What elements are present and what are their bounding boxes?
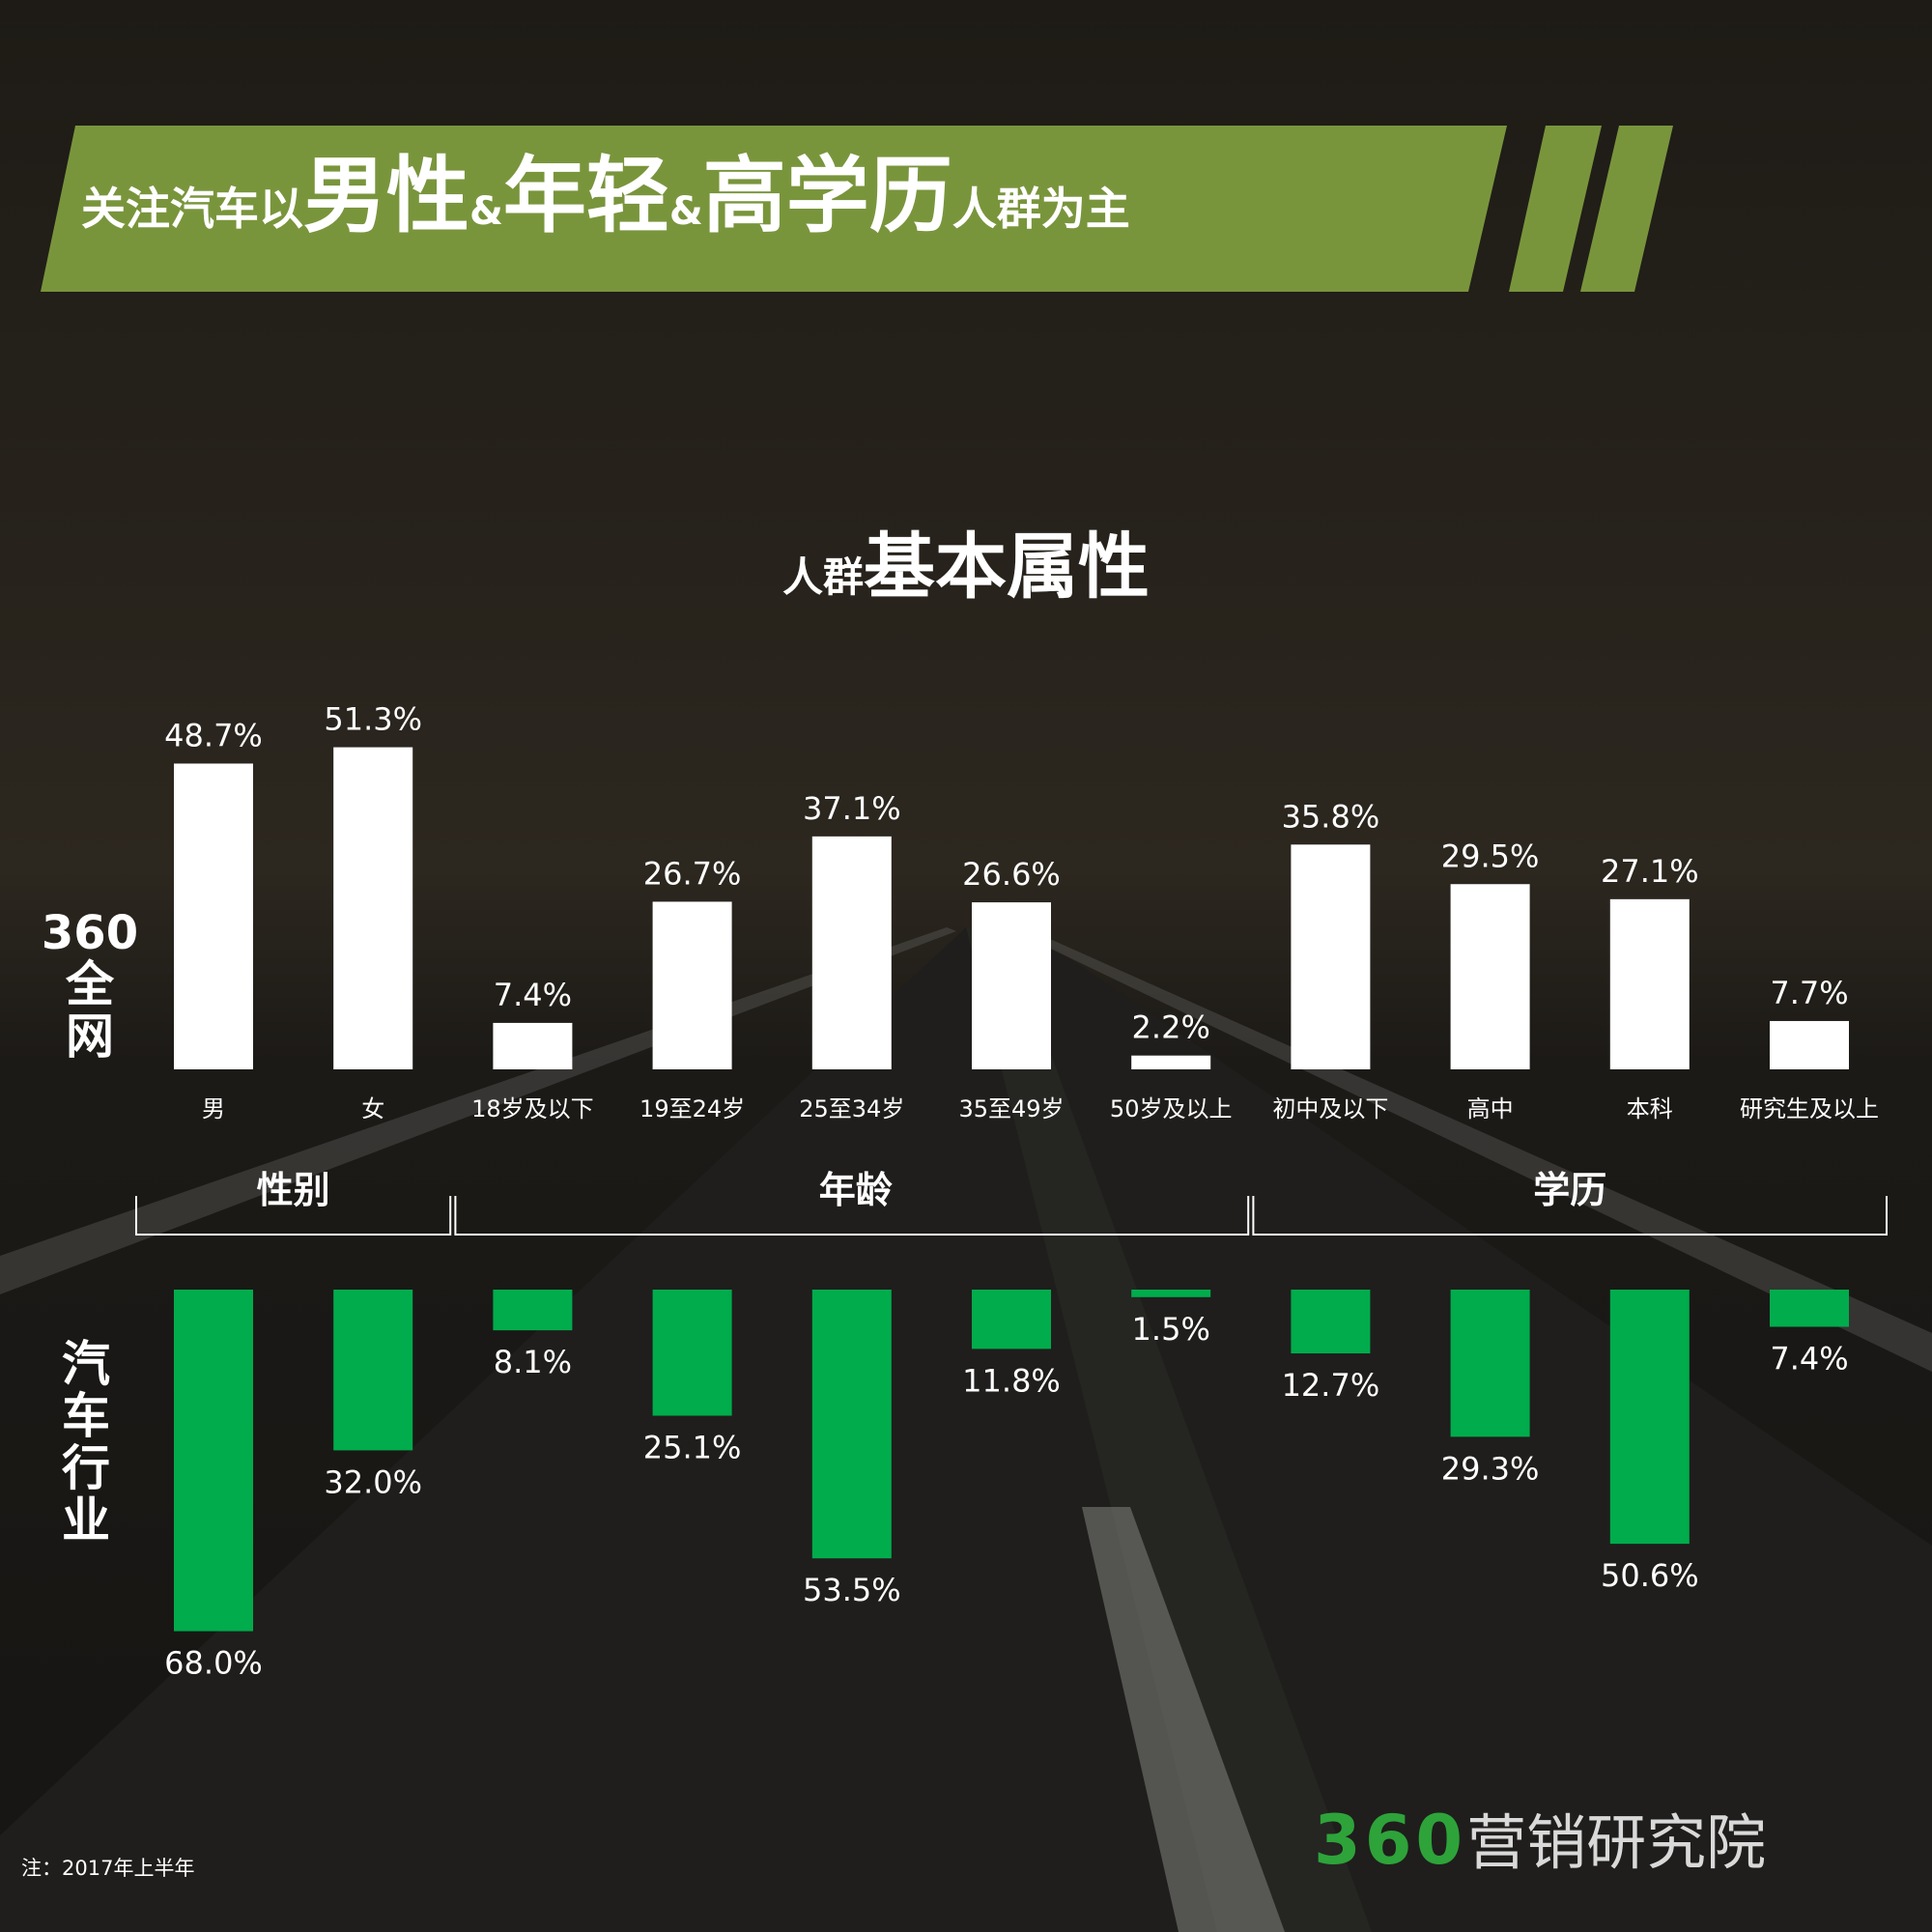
bar-360 (493, 1022, 573, 1069)
bar-360 (811, 836, 892, 1069)
row-label-auto: 汽车行业 (46, 1338, 126, 1547)
page-title: 关注汽车以男性&年轻&高学历人群为主 (81, 155, 1130, 238)
title-part: & (668, 189, 703, 234)
chart-title: 人群基本属性 (0, 531, 1932, 603)
data-label-auto: 8.1% (494, 1344, 572, 1380)
data-label-360: 7.7% (1770, 975, 1848, 1011)
row-label-char: 业 (62, 1492, 110, 1548)
bar-360 (174, 763, 253, 1069)
data-label-auto: 1.5% (1132, 1311, 1210, 1348)
row-label-char: 汽 (62, 1336, 110, 1392)
row-label-char: 网 (66, 1009, 114, 1065)
data-label-360: 29.5% (1441, 838, 1540, 874)
row-label-char: 全 (66, 956, 114, 1012)
row-label-360: 360 全网 (37, 908, 143, 1063)
bar-auto (652, 1290, 732, 1416)
data-label-auto: 68.0% (164, 1645, 263, 1682)
brand-logo: 360营销研究院 (1314, 1806, 1766, 1874)
data-label-360: 7.4% (494, 977, 572, 1013)
bar-auto (811, 1290, 892, 1559)
bar-360 (1291, 844, 1371, 1069)
group-bracket (454, 1196, 1250, 1236)
bar-auto (1770, 1290, 1849, 1327)
bar-auto (174, 1290, 253, 1632)
bar-auto (1291, 1290, 1371, 1354)
bar-360 (1131, 1055, 1211, 1069)
data-label-360: 37.1% (803, 790, 901, 827)
footnote: 注：2017年上半年 (21, 1857, 195, 1880)
category-label: 研究生及以上 (1740, 1095, 1879, 1122)
row-label-char: 行 (62, 1440, 110, 1496)
brand-text: 营销研究院 (1466, 1807, 1767, 1878)
category-label: 初中及以下 (1272, 1095, 1388, 1122)
category-label: 高中 (1467, 1095, 1514, 1122)
bar-auto (1450, 1290, 1530, 1437)
bar-auto (493, 1290, 573, 1331)
bar-360 (1450, 884, 1530, 1069)
row-label-char: 车 (62, 1388, 110, 1444)
bar-360 (652, 901, 732, 1069)
chart-title-small: 人群 (781, 554, 864, 601)
data-label-360: 26.7% (643, 855, 742, 892)
title-part: & (469, 189, 503, 234)
title-part: 关注汽车以 (81, 183, 303, 235)
data-label-auto: 12.7% (1282, 1367, 1380, 1404)
chart-title-big: 基本属性 (864, 526, 1150, 609)
data-label-360: 35.8% (1282, 798, 1380, 835)
title-part: 人群为主 (952, 183, 1130, 235)
data-label-auto: 29.3% (1441, 1450, 1540, 1487)
category-label: 男 (202, 1095, 225, 1122)
bar-auto (1609, 1290, 1690, 1545)
group-label: 性别 (257, 1169, 330, 1211)
data-label-360: 2.2% (1132, 1009, 1210, 1046)
category-label: 本科 (1627, 1095, 1673, 1122)
title-part: 男性 (303, 148, 469, 244)
data-label-auto: 53.5% (803, 1572, 901, 1608)
title-part: 高学历 (702, 148, 952, 244)
group-label: 年龄 (819, 1169, 893, 1211)
group-bracket (1252, 1196, 1888, 1236)
category-label: 50岁及以上 (1110, 1095, 1233, 1122)
data-label-auto: 25.1% (643, 1430, 742, 1466)
category-label: 25至34岁 (799, 1095, 904, 1122)
category-label: 35至49岁 (958, 1095, 1064, 1122)
bar-360 (333, 747, 413, 1069)
category-label: 18岁及以下 (471, 1095, 594, 1122)
data-label-auto: 32.0% (324, 1463, 422, 1500)
data-label-360: 27.1% (1601, 853, 1699, 890)
row-label-char: 360 (41, 906, 139, 960)
data-label-360: 51.3% (324, 701, 422, 738)
bar-360 (1609, 898, 1690, 1069)
category-label: 女 (361, 1095, 384, 1122)
title-part: 年轻 (502, 148, 669, 244)
bar-360 (1770, 1020, 1849, 1069)
brand-number: 360 (1314, 1801, 1467, 1880)
data-label-auto: 7.4% (1770, 1340, 1848, 1377)
group-label: 学历 (1533, 1169, 1606, 1211)
data-label-auto: 11.8% (962, 1362, 1061, 1399)
bar-auto (333, 1290, 413, 1451)
category-label: 19至24岁 (639, 1095, 745, 1122)
group-bracket (135, 1196, 452, 1236)
data-label-360: 48.7% (164, 717, 263, 753)
bar-auto (1131, 1290, 1211, 1297)
data-label-360: 26.6% (962, 856, 1061, 893)
bar-auto (972, 1290, 1051, 1350)
data-label-auto: 50.6% (1601, 1557, 1699, 1594)
bar-360 (972, 902, 1051, 1069)
title-banner (41, 126, 1673, 292)
